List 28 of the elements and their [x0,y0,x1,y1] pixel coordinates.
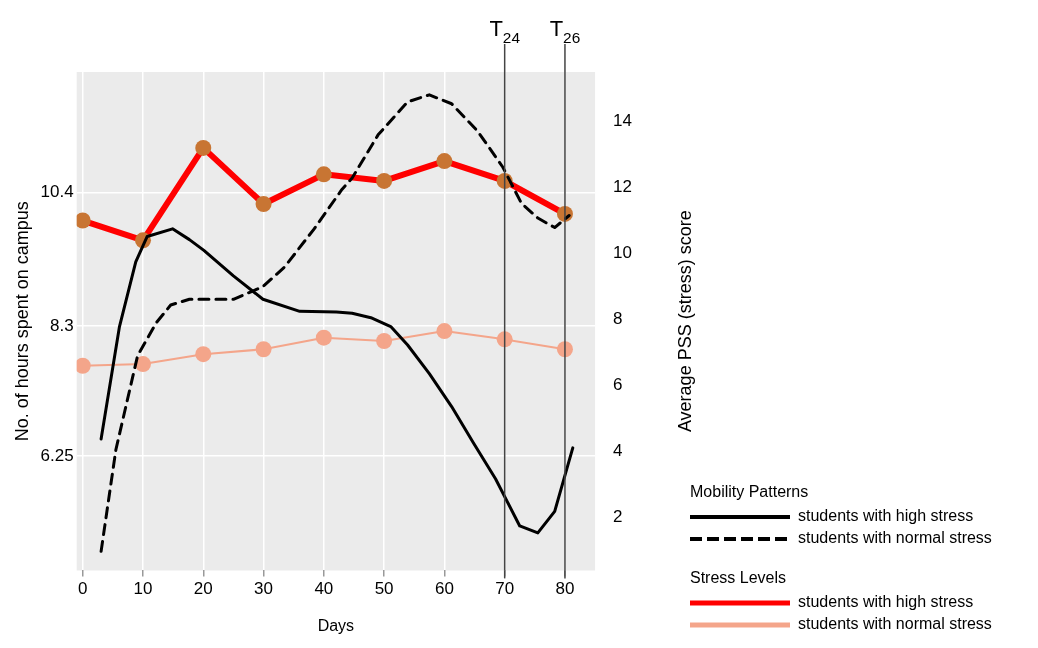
x-tick-label: 30 [254,579,274,599]
x-tick-label: 60 [434,579,454,599]
y-tick-label: 8.3 [50,315,74,335]
y2-tick-label: 2 [613,507,623,527]
x-tick-label: 70 [495,579,515,599]
text: Mobility Patterns [690,483,809,501]
x-axis-title: Days [317,616,355,634]
x-tick-label: 80 [555,579,575,599]
y-tick-label: 6.25 [40,445,74,465]
text: Stress Levels [690,569,787,587]
y2-tick-label: 14 [613,111,633,131]
y2-tick-label: 6 [613,375,623,395]
y2-tick-label: 4 [613,441,623,461]
x-tick-label: 0 [77,579,88,599]
y2-tick-label: 12 [613,177,633,197]
legend-label: students with high stress [798,507,974,525]
legend-label: students with normal stress [798,615,992,633]
y2-axis-title: Average PSS (stress) score [674,210,695,433]
y-tick-label: 10.4 [40,182,74,202]
legend-label: students with high stress [798,593,974,611]
x-tick-label: 10 [133,579,153,599]
y2-tick-label: 8 [613,309,623,329]
x-tick-label: 50 [374,579,394,599]
x-tick-label: 20 [193,579,213,599]
x-tick-label: 40 [314,579,334,599]
legend-label: students with normal stress [798,529,992,547]
y-axis-title: No. of hours spent on campus [11,201,32,442]
y2-tick-label: 10 [613,243,633,263]
